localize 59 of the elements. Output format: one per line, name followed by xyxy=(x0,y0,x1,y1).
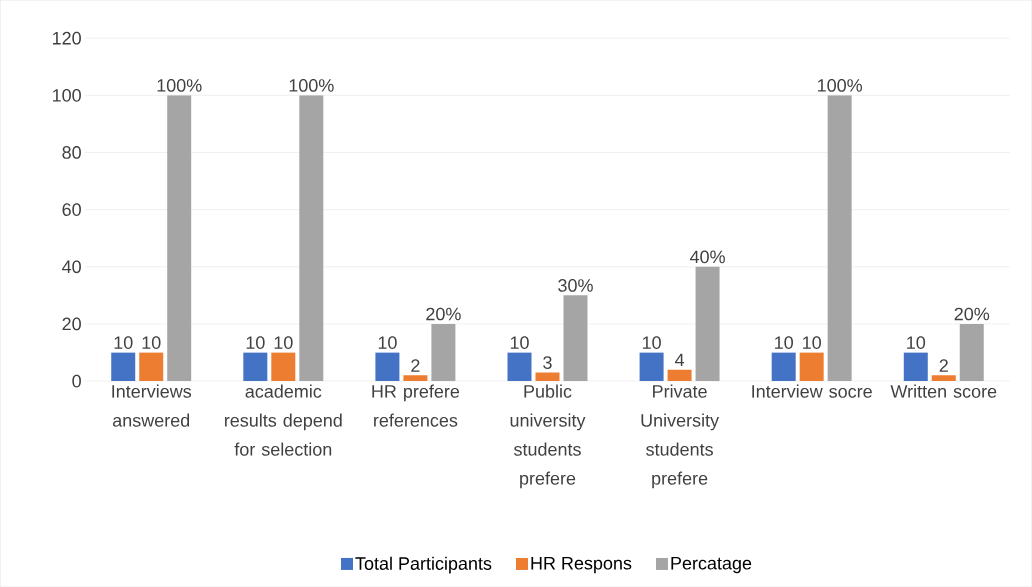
bar xyxy=(507,352,532,381)
bar xyxy=(403,375,428,381)
x-tick-label: academic results depend for selection xyxy=(224,384,342,456)
data-label: 10 xyxy=(378,336,397,349)
y-tick-label: 0 xyxy=(72,374,81,388)
data-label: 10 xyxy=(246,336,265,349)
data-label: 100% xyxy=(818,78,863,92)
y-tick-label: 80 xyxy=(62,146,81,159)
legend-label: Percatage xyxy=(671,556,752,574)
bar xyxy=(563,295,588,381)
data-label: 40% xyxy=(689,250,725,264)
data-label: 10 xyxy=(510,336,529,349)
data-label: 10 xyxy=(775,336,793,349)
y-tick-label: 120 xyxy=(52,31,81,45)
data-label: 10 xyxy=(803,336,821,349)
bar xyxy=(271,352,296,381)
bar xyxy=(771,352,796,381)
bar xyxy=(299,95,324,381)
bar xyxy=(167,95,192,381)
data-label: 4 xyxy=(674,353,685,367)
bar xyxy=(639,352,664,381)
bar xyxy=(111,352,136,381)
bar xyxy=(139,352,164,381)
x-tick-label: HR prefere references xyxy=(372,384,460,427)
x-tick-label: Written score xyxy=(890,384,997,398)
data-label: 20% xyxy=(426,307,461,321)
data-label: 10 xyxy=(907,336,926,349)
data-label: 3 xyxy=(543,356,552,369)
data-label: 10 xyxy=(274,336,293,349)
bar xyxy=(667,369,692,381)
x-tick-label: Public university students prefere xyxy=(510,384,586,489)
x-tick-label: Interviews answered xyxy=(112,384,192,427)
legend-label: Total Participants xyxy=(355,556,492,574)
bar xyxy=(931,375,956,381)
data-label: 10 xyxy=(114,336,133,349)
bar xyxy=(903,352,928,381)
bar xyxy=(535,372,560,381)
bar xyxy=(243,352,268,381)
bar xyxy=(799,352,824,381)
data-label: 30% xyxy=(558,278,593,292)
bar xyxy=(959,323,984,381)
data-label: 10 xyxy=(642,336,661,349)
y-tick-label: 100 xyxy=(52,88,81,102)
data-label: 20% xyxy=(954,307,990,321)
bar xyxy=(827,95,852,381)
x-tick-label: Private University students prefere xyxy=(641,384,720,489)
bar xyxy=(431,323,456,381)
data-label: 2 xyxy=(411,359,420,372)
y-tick-label: 40 xyxy=(62,260,81,274)
data-label: 2 xyxy=(939,359,948,372)
legend-label: HR Respons xyxy=(531,556,632,574)
y-tick-label: 60 xyxy=(62,203,81,216)
bar xyxy=(695,266,720,381)
data-label: 100% xyxy=(157,78,202,92)
x-tick-label: Interview socre xyxy=(752,384,872,398)
y-tick-label: 20 xyxy=(62,317,81,331)
data-label: 100% xyxy=(289,78,334,92)
bar xyxy=(375,352,400,381)
data-label: 10 xyxy=(142,336,161,349)
